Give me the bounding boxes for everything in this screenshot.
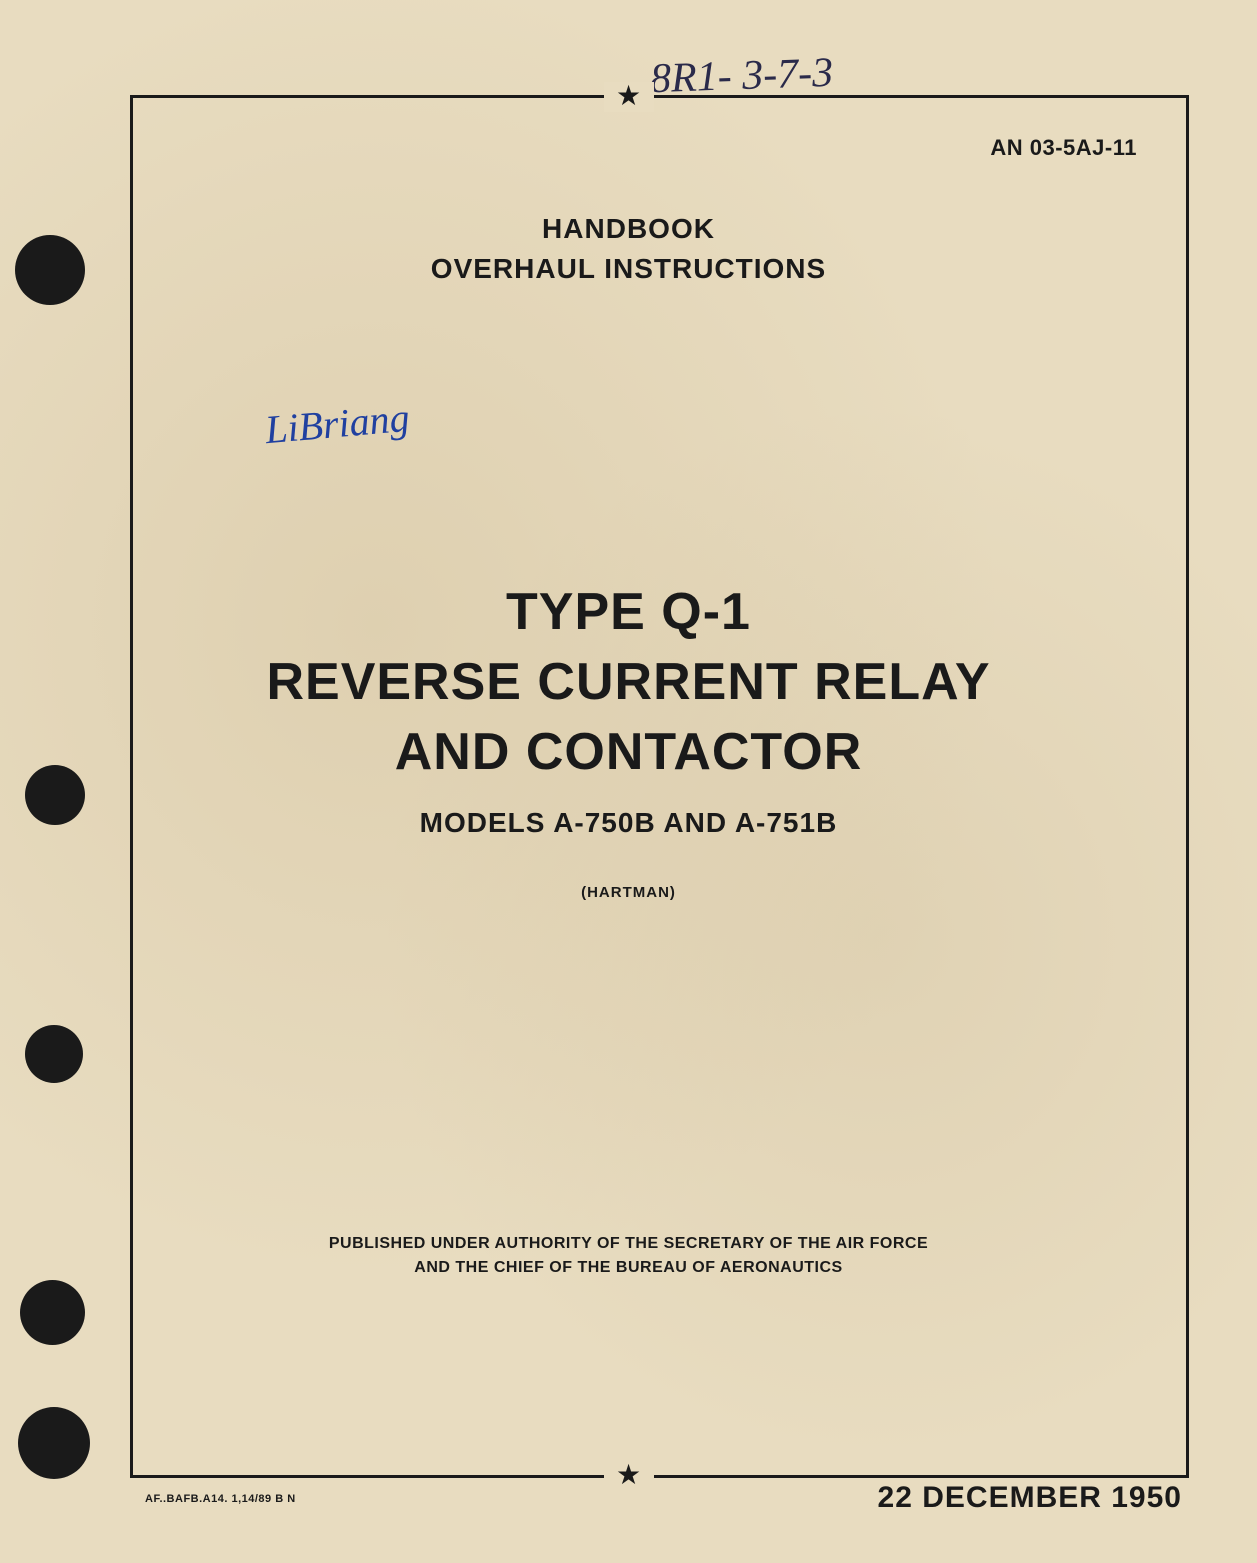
- handbook-line1: HANDBOOK: [431, 213, 826, 245]
- binder-hole: [20, 1280, 85, 1345]
- models-line: MODELS A-750B AND A-751B: [179, 807, 1079, 839]
- title-line2: REVERSE CURRENT RELAY: [179, 652, 1079, 712]
- handbook-heading: HANDBOOK OVERHAUL INSTRUCTIONS: [431, 213, 826, 285]
- authority-line2: AND THE CHIEF OF THE BUREAU OF AERONAUTI…: [229, 1259, 1029, 1277]
- star-icon: ★: [604, 82, 654, 112]
- star-icon: ★: [604, 1461, 654, 1491]
- manufacturer: (HARTMAN): [179, 884, 1079, 901]
- binder-hole: [18, 1407, 90, 1479]
- binder-hole: [15, 235, 85, 305]
- binder-hole: [25, 765, 85, 825]
- authority-block: PUBLISHED UNDER AUTHORITY OF THE SECRETA…: [229, 1235, 1029, 1277]
- print-code: AF..BAFB.A14. 1,14/89 B N: [145, 1493, 296, 1505]
- publication-date: 22 DECEMBER 1950: [878, 1481, 1182, 1515]
- title-line3: AND CONTACTOR: [179, 722, 1079, 782]
- binder-hole: [25, 1025, 83, 1083]
- title-line1: TYPE Q-1: [179, 582, 1079, 642]
- document-number: AN 03-5AJ-11: [990, 135, 1137, 161]
- main-title-block: TYPE Q-1 REVERSE CURRENT RELAY AND CONTA…: [179, 582, 1079, 901]
- authority-line1: PUBLISHED UNDER AUTHORITY OF THE SECRETA…: [229, 1235, 1029, 1253]
- handbook-line2: OVERHAUL INSTRUCTIONS: [431, 253, 826, 285]
